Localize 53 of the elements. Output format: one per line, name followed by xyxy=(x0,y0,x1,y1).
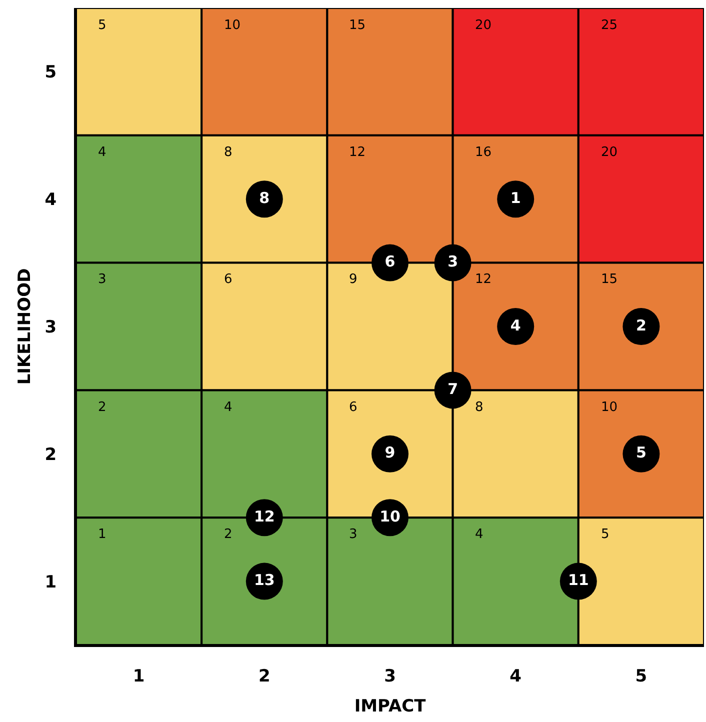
data-label: 15 xyxy=(349,18,366,33)
x-tick-label: 2 xyxy=(258,666,270,686)
y-tick-label: 5 xyxy=(44,62,57,83)
data-label: 3 xyxy=(349,527,358,542)
data-label: 2 xyxy=(224,527,232,542)
series-label: 4 xyxy=(510,316,521,334)
data-label: 4 xyxy=(475,527,484,542)
point xyxy=(434,372,472,409)
series-label: 7 xyxy=(448,380,458,398)
point xyxy=(372,244,408,282)
y-tick-label: 4 xyxy=(44,190,57,210)
data-label: 3 xyxy=(98,272,106,287)
data-label: 12 xyxy=(349,145,366,160)
data-label: 9 xyxy=(349,272,358,287)
series-label: 12 xyxy=(254,507,275,526)
series-label: 11 xyxy=(568,571,589,590)
series-label: 10 xyxy=(380,507,400,526)
data-label: 20 xyxy=(601,145,618,160)
x-axis-title: IMPACT xyxy=(354,696,426,716)
data-label: 15 xyxy=(601,272,618,287)
point xyxy=(434,244,472,282)
series-label: 3 xyxy=(448,252,458,271)
y-tick-label: 1 xyxy=(44,572,57,592)
data-label: 4 xyxy=(224,400,232,415)
data-label: 2 xyxy=(98,400,106,415)
x-tick-label: 1 xyxy=(132,666,145,686)
data-label: 4 xyxy=(98,145,106,160)
data-label: 6 xyxy=(224,272,232,287)
y-tick-label: 2 xyxy=(44,444,57,465)
text: 8 xyxy=(224,145,232,160)
data-label: 12 xyxy=(475,272,492,287)
y-tick-label: 3 xyxy=(44,317,57,338)
data-label: 16 xyxy=(475,145,492,160)
data-label: 20 xyxy=(475,18,492,33)
data-label: 8 xyxy=(259,188,270,207)
series-label: 13 xyxy=(254,571,275,590)
y-axis-title: LIKELIHOOD xyxy=(14,268,35,385)
series-label: 5 xyxy=(636,444,646,462)
data-label: 6 xyxy=(349,400,358,415)
data-label: 25 xyxy=(601,18,618,33)
x-tick-label: 4 xyxy=(510,666,522,686)
data-label: 10 xyxy=(224,18,241,33)
data-label: 1 xyxy=(98,527,106,542)
series-label: 9 xyxy=(384,444,396,462)
series-label: 2 xyxy=(636,316,646,334)
x-tick-label: 5 xyxy=(635,666,648,686)
series-label: 1 xyxy=(510,188,521,207)
data-label: 5 xyxy=(601,527,610,542)
data-label: 10 xyxy=(601,400,618,415)
data-label: 8 xyxy=(475,400,484,415)
data-label: 5 xyxy=(98,18,106,33)
series-label: 6 xyxy=(384,252,396,271)
x-tick-label: 3 xyxy=(384,666,396,686)
